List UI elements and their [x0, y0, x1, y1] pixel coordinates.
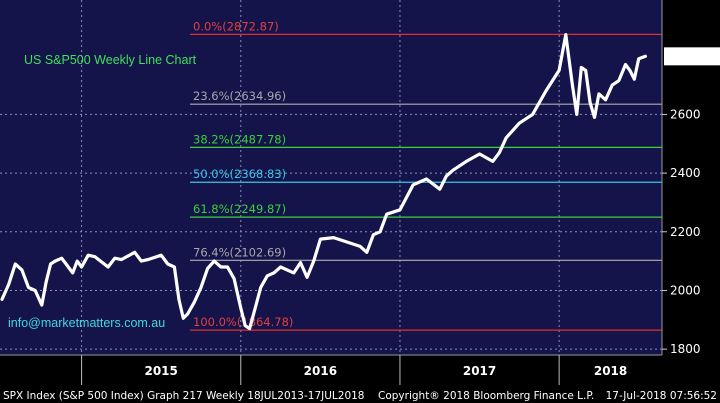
- chart-title: US S&P500 Weekly Line Chart: [24, 53, 197, 67]
- y-axis: 1800 2000 2200 2400 2600 2798.43: [661, 0, 720, 356]
- footer-bar: [0, 386, 720, 403]
- footer-timestamp: 17-Jul-2018 07:56:52: [606, 390, 717, 402]
- footer-text: SPX Index (S&P 500 Index) Graph 217 Week…: [3, 390, 365, 402]
- y-tick-label: 2200: [670, 225, 701, 239]
- grid: [0, 0, 662, 355]
- fib-label: 61.8%(2249.87): [193, 202, 286, 216]
- price-line-layer: [0, 32, 648, 331]
- x-tick-label: 2016: [304, 364, 337, 378]
- x-tick-label: 2017: [463, 364, 496, 378]
- fib-label: 50.0%(2368.83): [193, 167, 286, 181]
- y-tick-label: 2000: [670, 283, 701, 297]
- footer: SPX Index (S&P 500 Index) Graph 217 Week…: [0, 386, 720, 403]
- fibonacci-levels: 0.0%(2872.87) 23.6%(2634.96) 38.2%(2487.78…: [190, 19, 662, 331]
- footer-copyright: Copyright® 2018 Bloomberg Finance L.P.: [378, 390, 594, 402]
- y-tick-label: 1800: [670, 342, 701, 356]
- watermark-email: info@marketmatters.com.au: [8, 316, 165, 330]
- fib-label: 23.6%(2634.96): [193, 89, 286, 103]
- x-axis: 2015 2016 2017 2018: [0, 354, 720, 385]
- overlay-labels: US S&P500 Weekly Line Chart info@marketma…: [8, 53, 197, 330]
- fib-label: 76.4%(2102.69): [193, 245, 286, 259]
- x-tick-label: 2018: [594, 364, 627, 378]
- fib-label: 0.0%(2872.87): [193, 19, 279, 33]
- fib-label: 38.2%(2487.78): [193, 132, 286, 146]
- y-tick-label: 2400: [670, 166, 701, 180]
- last-value-label: 2798.43: [669, 50, 719, 64]
- y-tick-label: 2600: [670, 107, 701, 121]
- plot-area: [0, 0, 662, 368]
- x-tick-label: 2015: [144, 364, 177, 378]
- last-value-box: [664, 47, 720, 66]
- x-axis-band: [0, 355, 720, 385]
